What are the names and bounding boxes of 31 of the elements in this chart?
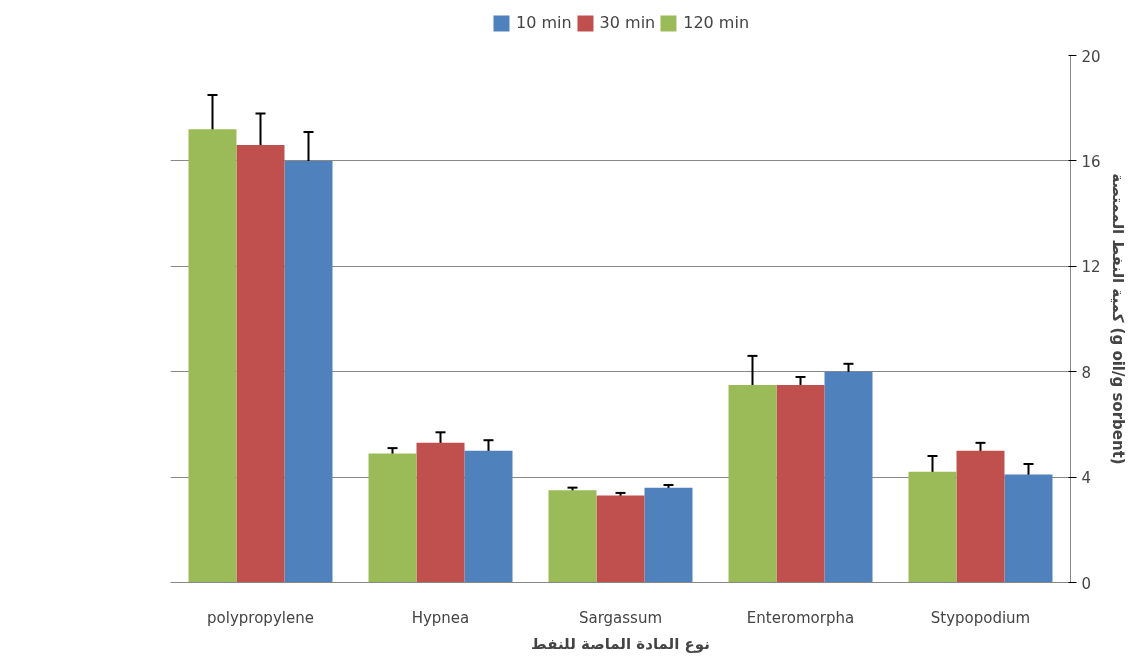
x-tick-label: Hypnea (411, 608, 470, 627)
bar (464, 450, 513, 583)
bar (956, 450, 1005, 583)
x-tick-label: polypropylene (207, 608, 314, 627)
legend-label: 30 min (599, 13, 656, 32)
x-tick-label: Sargassum (578, 608, 663, 627)
bar (548, 490, 597, 583)
bar (776, 384, 825, 583)
bar (908, 471, 957, 583)
x-axis-title: نوع المادة الماصة للنفط (531, 634, 710, 653)
y-tick-label: 12 (1081, 258, 1101, 277)
y-tick-label: 8 (1081, 363, 1092, 382)
y-tick-label: 4 (1081, 469, 1092, 488)
bar (824, 371, 873, 583)
legend-label: 10 min (515, 13, 572, 32)
y-tick-label: 20 (1081, 47, 1101, 66)
bar (368, 453, 417, 583)
legend-label: 120 min (683, 13, 750, 32)
y-axis-title: كمية النفط الممتصة (g oil/g sorbent) (1108, 173, 1127, 465)
bar (596, 495, 645, 583)
bar (728, 384, 777, 583)
bar (188, 129, 237, 583)
x-tick-label: Enteromorpha (746, 608, 855, 627)
y-tick-label: 16 (1081, 152, 1101, 171)
x-tick-label: Stypopodium (930, 608, 1031, 627)
bar (236, 145, 285, 583)
y-tick-label: 0 (1081, 574, 1092, 593)
bar (1004, 474, 1053, 583)
bar (644, 487, 693, 583)
bar (284, 160, 333, 583)
bar (416, 442, 465, 583)
